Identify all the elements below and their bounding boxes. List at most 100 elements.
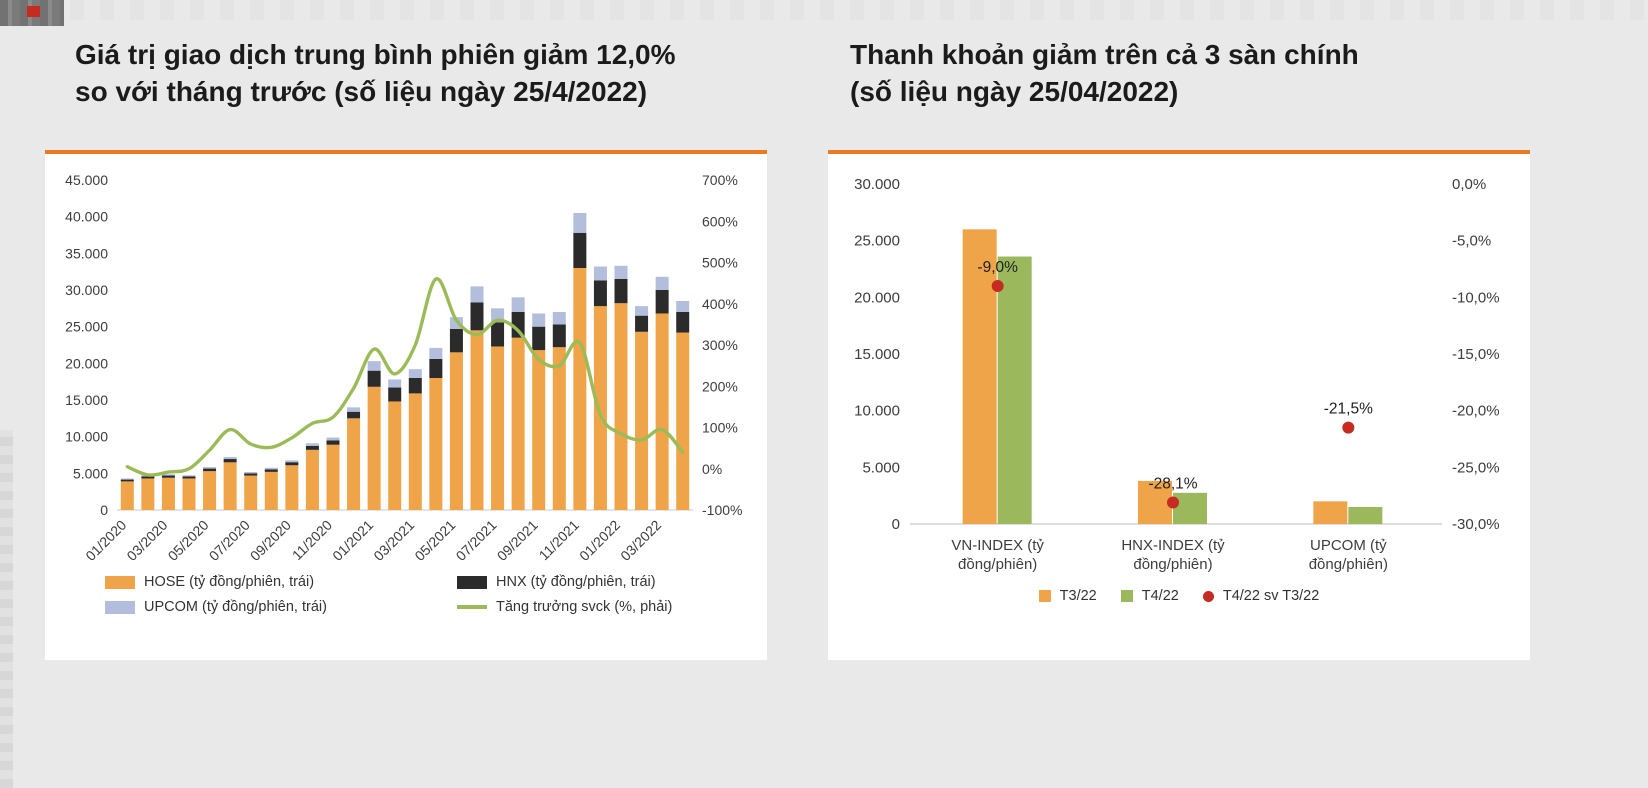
bar-segment-hnx	[264, 469, 278, 472]
bar-segment-hnx	[655, 290, 669, 314]
bar-segment-upcom	[285, 460, 299, 463]
change-dot-label: -28,1%	[1148, 475, 1197, 492]
category-label: VN-INDEX (tỷ đồng/phiên)	[951, 537, 1044, 573]
bar-t3-22	[1138, 480, 1172, 524]
right-axis-tick-label: -25,0%	[1452, 459, 1500, 476]
x-axis-tick-label: 09/2021	[494, 517, 541, 564]
legend-bar-swatch	[1120, 590, 1133, 602]
bar-segment-hnx	[511, 312, 525, 338]
left-axis-tick-label: 15.000	[65, 392, 108, 408]
legend-label: UPCOM (tỷ đồng/phiên, trái)	[144, 599, 327, 615]
legend-item: T3/22	[1038, 588, 1097, 604]
legend-bar-swatch	[105, 575, 135, 589]
x-axis-tick-label: 01/2021	[329, 517, 376, 564]
x-axis-tick-label: 03/2021	[370, 517, 417, 564]
bar-segment-hose	[532, 350, 546, 510]
left-axis-tick-label: 25.000	[65, 319, 108, 335]
legend-item: T4/22 sv T3/22	[1202, 588, 1320, 604]
bar-segment-hose	[182, 478, 196, 510]
bar-segment-hose	[470, 330, 484, 510]
right-axis-tick-label: 500%	[702, 255, 738, 271]
bar-segment-upcom	[326, 437, 340, 441]
left-axis-tick-label: 45.000	[65, 172, 108, 188]
bar-segment-hose	[203, 471, 217, 510]
x-axis-tick-label: 01/2022	[576, 517, 623, 564]
legend-label: T4/22 sv T3/22	[1222, 588, 1320, 604]
bar-segment-hose	[573, 268, 587, 510]
bar-segment-upcom	[470, 286, 484, 303]
left-axis-tick-label: 30.000	[65, 282, 108, 298]
bar-t3-22	[962, 229, 997, 524]
right-axis-tick-label: 600%	[702, 213, 738, 229]
left-axis-tick-label: 20.000	[65, 355, 108, 371]
right-chart-title: Thanh khoản giảm trên cả 3 sàn chính (số…	[850, 36, 1500, 110]
left-axis-tick-label: 35.000	[65, 245, 108, 261]
bar-segment-hose	[676, 332, 690, 510]
bar-t4-22	[1348, 507, 1383, 524]
bar-segment-hnx	[552, 324, 566, 348]
bar-segment-hnx	[429, 358, 443, 378]
bar-segment-hnx	[367, 370, 381, 387]
bar-segment-upcom	[429, 347, 443, 359]
change-dot	[991, 280, 1004, 292]
bar-segment-upcom	[223, 456, 237, 460]
right-axis-tick-label: -15,0%	[1452, 346, 1500, 363]
bar-segment-upcom	[408, 369, 422, 378]
bar-segment-upcom	[593, 266, 607, 281]
bar-segment-hose	[614, 303, 628, 510]
growth-line	[125, 277, 685, 477]
left-axis-tick-label: 20.000	[854, 289, 900, 306]
bar-segment-hnx	[532, 326, 546, 351]
bar-segment-hnx	[141, 476, 155, 479]
bar-segment-hnx	[182, 476, 196, 479]
bar-segment-hnx	[635, 315, 649, 332]
change-dot	[1342, 421, 1355, 434]
x-axis-tick-label: 03/2022	[617, 517, 664, 564]
bar-segment-upcom	[203, 467, 217, 469]
left-axis-tick-label: 0	[892, 516, 900, 533]
left-chart-title-line-1: Giá trị giao dịch trung bình phiên giảm …	[75, 39, 676, 70]
x-axis-tick-label: 11/2020	[289, 517, 336, 564]
legend-bar-swatch	[1038, 590, 1051, 602]
bar-t4-22	[997, 256, 1032, 524]
right-chart-legend: T3/22 T4/22 T4/22 sv T3/22	[832, 588, 1526, 604]
left-chart-legend: HOSE (tỷ đồng/phiên, trái) HNX (tỷ đồng/p…	[105, 574, 763, 615]
right-axis-tick-label: 200%	[702, 378, 738, 394]
legend-item: T4/22	[1120, 588, 1179, 604]
bar-segment-hose	[326, 444, 340, 510]
bar-segment-hnx	[203, 468, 217, 472]
background-red-square	[27, 6, 40, 17]
left-axis-tick-label: 40.000	[65, 209, 108, 225]
bar-segment-upcom	[635, 306, 649, 316]
bar-segment-hnx	[408, 378, 422, 394]
x-axis-tick-label: 01/2020	[82, 517, 129, 564]
legend-bar-swatch	[105, 600, 135, 614]
bar-segment-hnx	[347, 411, 361, 419]
x-axis-tick-label: 09/2020	[247, 517, 294, 564]
bar-segment-hnx	[326, 440, 340, 445]
bar-segment-upcom	[676, 301, 690, 312]
right-axis-tick-label: -5,0%	[1452, 233, 1491, 250]
left-axis-tick-label: 5.000	[73, 465, 108, 481]
left-axis-tick-label: 0	[100, 502, 108, 518]
legend-item: Tăng trưởng svck (%, phải)	[457, 599, 763, 615]
right-axis-tick-label: 700%	[702, 172, 738, 188]
bar-segment-upcom	[614, 265, 628, 279]
bar-segment-hose	[552, 347, 566, 510]
bar-segment-hnx	[573, 232, 587, 268]
left-axis-tick-label: 10.000	[854, 403, 900, 420]
bar-segment-hose	[264, 471, 278, 510]
right-chart-panel: 30.000 25.000 20.000 15.000 10.000 5.000 0 0,0%…	[828, 150, 1530, 660]
bar-segment-hose	[367, 386, 381, 510]
bar-segment-hose	[161, 477, 175, 510]
bar-segment-hnx	[491, 322, 505, 347]
bar-segment-hose	[244, 475, 258, 510]
category-label: UPCOM (tỷ đồng/phiên)	[1309, 537, 1388, 573]
bar-segment-hnx	[223, 459, 237, 463]
bar-segment-hose	[408, 393, 422, 510]
x-axis-tick-label: 11/2021	[536, 517, 583, 564]
legend-label: HNX (tỷ đồng/phiên, trái)	[496, 574, 656, 590]
bar-segment-hnx	[614, 279, 628, 304]
change-dot	[1167, 496, 1179, 509]
